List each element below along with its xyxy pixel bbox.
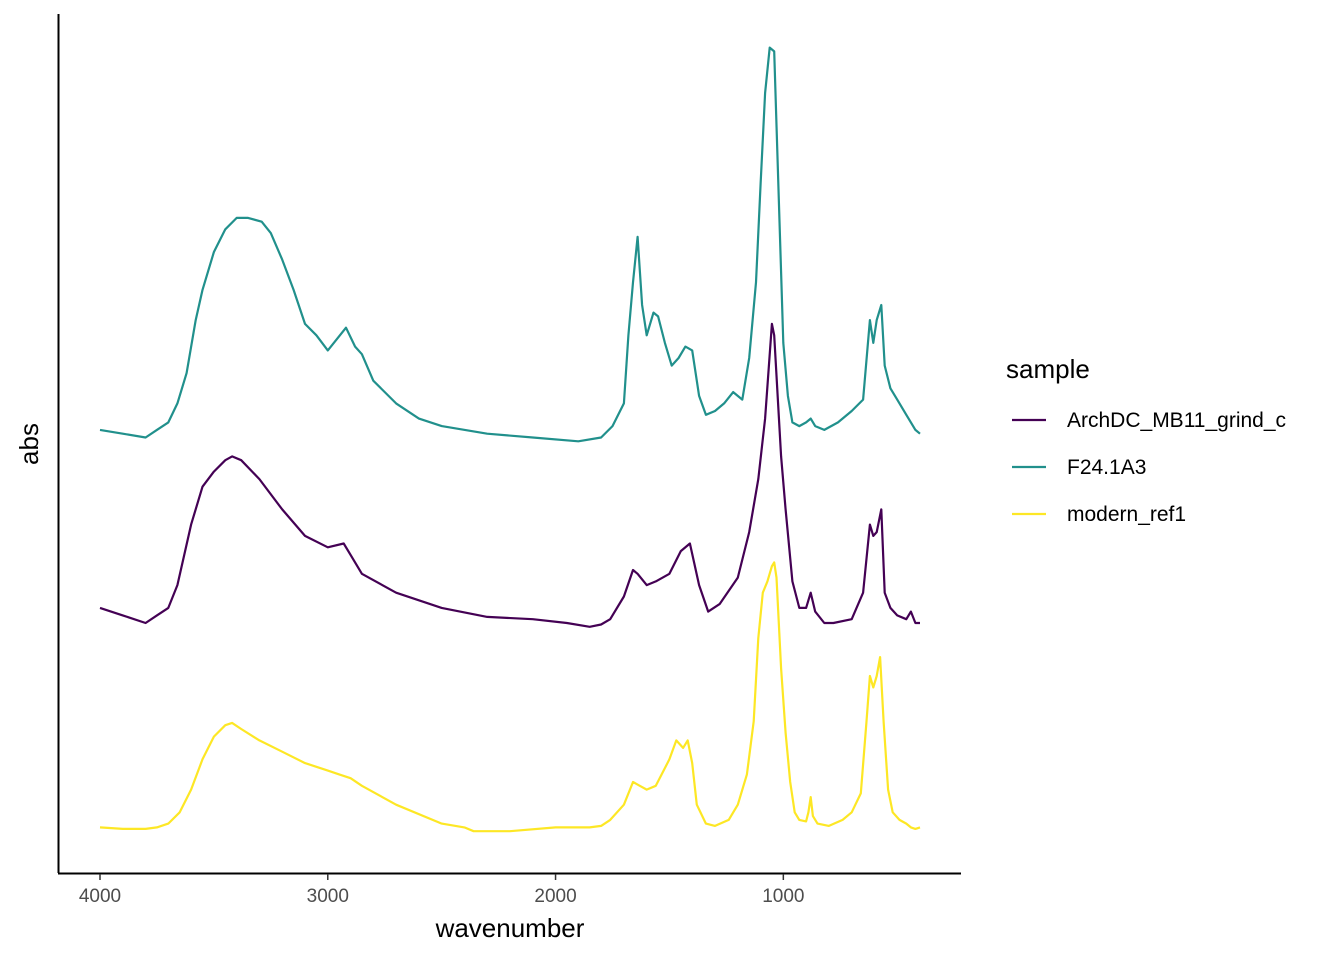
x-axis-title: wavenumber — [435, 913, 585, 943]
x-tick-label: 4000 — [79, 886, 121, 907]
legend-label-modern_ref1: modern_ref1 — [1067, 503, 1186, 526]
x-tick-label: 2000 — [534, 886, 576, 907]
x-tick-label: 1000 — [762, 886, 804, 907]
plot-lines — [99, 46, 921, 833]
series-line-F24.1A3 — [99, 46, 921, 443]
legend-title: sample — [1006, 354, 1090, 384]
legend-label-F24.1A3: F24.1A3 — [1067, 456, 1146, 479]
legend-items: ArchDC_MB11_grind_c F24.1A3 modern_ref1 — [1012, 409, 1286, 526]
x-tick-label: 3000 — [307, 886, 349, 907]
series-line-ArchDC_MB11_grind_c — [99, 322, 920, 628]
series-line-modern_ref1 — [99, 561, 921, 833]
x-ticks: 4000 3000 2000 1000 — [79, 874, 804, 907]
legend-label-ArchDC_MB11_grind_c: ArchDC_MB11_grind_c — [1067, 409, 1286, 432]
y-axis-title: abs — [14, 423, 44, 465]
legend: sample ArchDC_MB11_grind_c F24.1A3 modern_… — [1006, 354, 1286, 526]
